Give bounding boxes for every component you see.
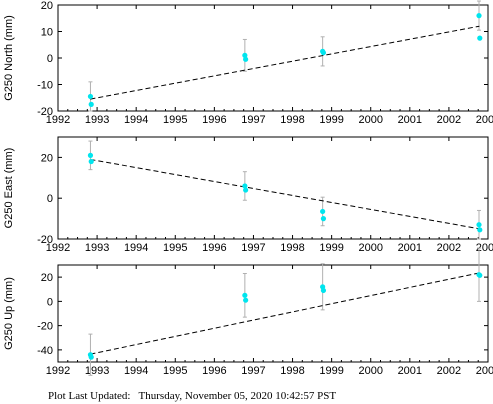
data-point — [477, 35, 483, 41]
data-point — [87, 152, 94, 158]
x-tick-label: 2001 — [398, 242, 422, 254]
y-tick-label: 10 — [41, 27, 53, 39]
x-tick-label: 1993 — [85, 365, 109, 377]
data-point — [476, 13, 482, 19]
data-point — [88, 354, 94, 360]
x-tick-label: 2001 — [398, 114, 422, 126]
data-point — [320, 50, 327, 56]
x-tick-label: 1993 — [85, 242, 109, 254]
data-point — [242, 292, 248, 298]
x-tick-label: 2003 — [476, 242, 493, 254]
x-tick-label: 2003 — [476, 365, 493, 377]
y-tick-label: 0 — [47, 53, 53, 65]
data-point — [242, 183, 248, 189]
x-tick-label: 2000 — [358, 365, 382, 377]
x-tick-label: 1994 — [124, 365, 148, 377]
data-point — [87, 93, 94, 100]
data-point — [320, 216, 327, 222]
y-tick-label: 20 — [41, 272, 53, 284]
x-tick-label: 1995 — [163, 365, 187, 377]
x-tick-label: 1996 — [202, 114, 226, 126]
y-tick-label: -20 — [37, 106, 53, 118]
data-point — [320, 208, 326, 215]
data-point — [477, 272, 483, 278]
x-tick-label: 1998 — [280, 114, 304, 126]
x-tick-label: 1999 — [319, 114, 343, 126]
y-tick-label: -10 — [37, 80, 53, 92]
data-point — [476, 222, 482, 228]
data-point — [243, 187, 249, 193]
plot-frame-1 — [57, 4, 489, 112]
x-tick-label: 1994 — [124, 114, 148, 126]
x-tick-label: 1999 — [319, 242, 343, 254]
y-axis-label: G250 North (mm) — [3, 15, 15, 101]
y-tick-label: -20 — [37, 321, 53, 333]
x-tick-label: 1992 — [46, 365, 70, 377]
x-tick-label: 1996 — [202, 242, 226, 254]
x-tick-label: 1992 — [46, 114, 70, 126]
y-tick-label: 20 — [41, 0, 53, 12]
x-tick-label: 2000 — [358, 242, 382, 254]
x-tick-label: 2000 — [358, 114, 382, 126]
x-tick-label: 2001 — [398, 365, 422, 377]
data-point — [243, 56, 249, 62]
x-tick-label: 1998 — [280, 242, 304, 254]
x-tick-label: 1996 — [202, 365, 226, 377]
y-axis-label: G250 Up (mm) — [3, 277, 15, 350]
data-point — [88, 101, 94, 107]
y-tick-label: 0 — [47, 193, 53, 205]
y-axis-label: G250 East (mm) — [3, 148, 15, 229]
data-point — [477, 227, 483, 233]
y-tick-label: 20 — [41, 152, 53, 164]
x-tick-label: 2003 — [476, 114, 493, 126]
x-tick-label: 1994 — [124, 242, 148, 254]
x-tick-label: 1998 — [280, 365, 304, 377]
y-tick-label: -40 — [37, 345, 53, 357]
x-tick-label: 1997 — [241, 365, 265, 377]
plot-updated-footer: Plot Last Updated: Thursday, November 05… — [48, 390, 337, 402]
x-tick-label: 2002 — [437, 365, 461, 377]
x-tick-label: 2002 — [437, 114, 461, 126]
x-tick-label: 2002 — [437, 242, 461, 254]
x-tick-label: 1997 — [241, 242, 265, 254]
x-tick-label: 1995 — [163, 114, 187, 126]
data-point — [243, 297, 249, 303]
trend-line — [90, 272, 480, 355]
x-tick-label: 1993 — [85, 114, 109, 126]
plot-frame-2 — [57, 136, 489, 240]
x-tick-label: 1992 — [46, 242, 70, 254]
data-point — [88, 158, 94, 165]
x-tick-label: 1999 — [319, 365, 343, 377]
x-tick-label: 1997 — [241, 114, 265, 126]
trend-line — [90, 25, 480, 100]
data-point — [320, 287, 327, 294]
x-tick-label: 1995 — [163, 242, 187, 254]
trend-line — [90, 158, 480, 230]
y-tick-label: 0 — [47, 296, 53, 308]
data-point — [242, 52, 248, 58]
y-tick-label: -20 — [37, 234, 53, 246]
